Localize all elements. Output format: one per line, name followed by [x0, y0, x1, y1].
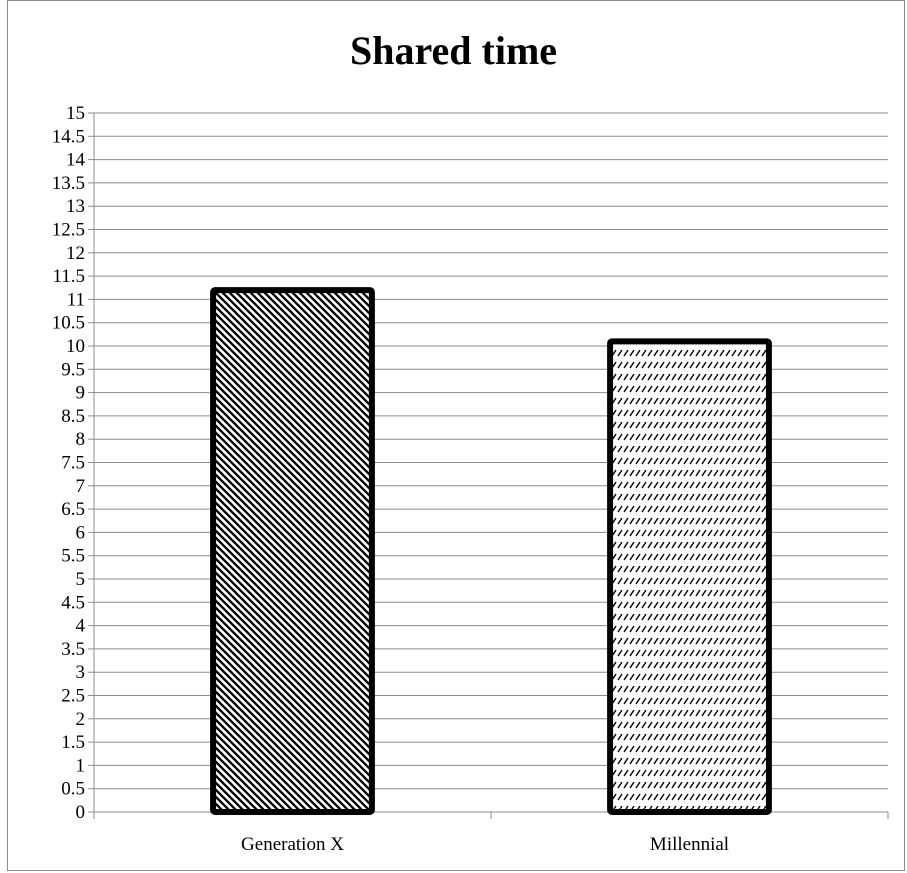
- y-tick-label: 14: [66, 150, 86, 171]
- y-tick-label: 12: [66, 243, 85, 264]
- y-tick-label: 13.5: [52, 173, 85, 194]
- y-tick-label: 4.5: [61, 592, 85, 613]
- y-tick-label: 14.5: [52, 126, 85, 147]
- y-tick-label: 0: [76, 802, 86, 823]
- y-tick-label: 9: [76, 383, 86, 404]
- y-tick-label: 15: [66, 103, 85, 124]
- y-tick-label: 9.5: [61, 359, 85, 380]
- y-tick-label: 10.5: [52, 313, 85, 334]
- x-category-label: Generation X: [241, 834, 344, 855]
- y-tick-label: 5.5: [61, 546, 85, 567]
- y-tick-label: 11: [67, 289, 85, 310]
- y-tick-label: 6.5: [61, 499, 85, 520]
- y-tick-label: 8: [76, 429, 86, 450]
- bar-layer: [210, 287, 772, 815]
- chart-title: Shared time: [349, 28, 558, 73]
- y-tick-label: 1: [76, 755, 86, 776]
- y-tick-label: 5: [76, 569, 86, 590]
- y-tick-label: 0.5: [61, 779, 85, 800]
- y-tick-label: 3.5: [61, 639, 85, 660]
- y-tick-label: 7.5: [61, 453, 85, 474]
- y-tick-label: 8.5: [61, 406, 85, 427]
- y-tick-label: 12.5: [52, 220, 85, 241]
- y-tick-label: 6: [76, 522, 86, 543]
- y-tick-label: 2: [76, 709, 86, 730]
- y-tick-label: 1.5: [61, 732, 85, 753]
- y-tick-label: 7: [76, 476, 86, 497]
- y-tick-label: 4: [76, 616, 86, 637]
- y-tick-label: 13: [66, 196, 85, 217]
- y-tick-label: 11.5: [52, 266, 85, 287]
- y-tick-label: 3: [76, 662, 86, 683]
- x-category-label: Millennial: [650, 834, 729, 855]
- label-layer: 00.511.522.533.544.555.566.577.588.599.5…: [52, 103, 729, 855]
- y-tick-label: 2.5: [61, 686, 85, 707]
- bar-millennial: [607, 338, 772, 815]
- y-tick-label: 10: [66, 336, 85, 357]
- bar-generation-x: [210, 287, 375, 815]
